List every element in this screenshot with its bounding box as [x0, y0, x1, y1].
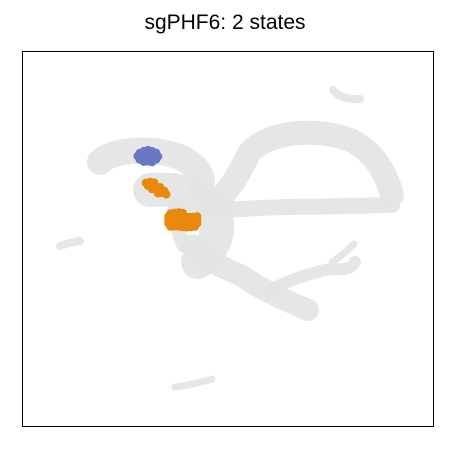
bg-cluster-trail: [262, 256, 361, 298]
highlight-series-2: [141, 177, 202, 232]
bg-cluster-small-3: [171, 375, 216, 391]
data-point: [147, 157, 157, 167]
bg-cluster-small-2: [329, 86, 364, 104]
bg-cluster-arc: [200, 120, 404, 217]
bg-cluster-left: [87, 137, 215, 203]
bg-cluster-band: [220, 197, 400, 218]
bg-cluster-small-1: [56, 237, 84, 250]
data-point: [190, 222, 200, 231]
bg-cluster-lower: [181, 234, 319, 321]
data-point: [162, 190, 171, 199]
highlight-series-1: [133, 145, 163, 167]
bg-cluster-small-4: [328, 240, 358, 266]
chart-title: sgPHF6: 2 states: [144, 11, 306, 34]
highlighted-cells: [133, 145, 202, 232]
